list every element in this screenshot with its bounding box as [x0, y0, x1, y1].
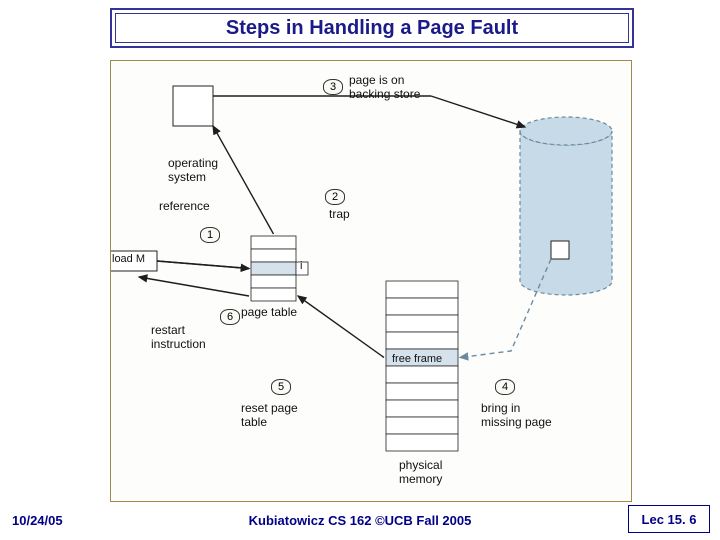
step-3-circle: 3	[323, 79, 343, 95]
label-free-frame: free frame	[392, 353, 442, 365]
label-restart: restart instruction	[151, 323, 206, 351]
label-physmem: physical memory	[399, 458, 442, 486]
footer-center: Kubiatowicz CS 162 ©UCB Fall 2005	[249, 513, 472, 528]
step-1-circle: 1	[200, 227, 220, 243]
label-load-m: load M	[112, 253, 145, 265]
diagram-svg	[111, 61, 631, 501]
page-fault-diagram: 3 2 1 6 5 4 page is on backing store ope…	[110, 60, 632, 502]
label-os: operating system	[168, 156, 218, 184]
label-trap: trap	[329, 207, 350, 221]
label-page-table: page table	[241, 305, 297, 319]
label-reset: reset page table	[241, 401, 298, 429]
slide-title-box: Steps in Handling a Page Fault	[110, 8, 634, 48]
label-i: i	[300, 260, 302, 272]
footer-lecture: Lec 15. 6	[642, 512, 697, 527]
footer-date: 10/24/05	[12, 513, 63, 528]
label-reference: reference	[159, 199, 210, 213]
step-6-circle: 6	[220, 309, 240, 325]
step-4-circle: 4	[495, 379, 515, 395]
step-2-circle: 2	[325, 189, 345, 205]
label-backing-store: page is on backing store	[349, 73, 420, 101]
footer-lecture-box: Lec 15. 6	[628, 505, 710, 533]
label-bringin: bring in missing page	[481, 401, 552, 429]
slide-title: Steps in Handling a Page Fault	[226, 17, 518, 40]
step-5-circle: 5	[271, 379, 291, 395]
